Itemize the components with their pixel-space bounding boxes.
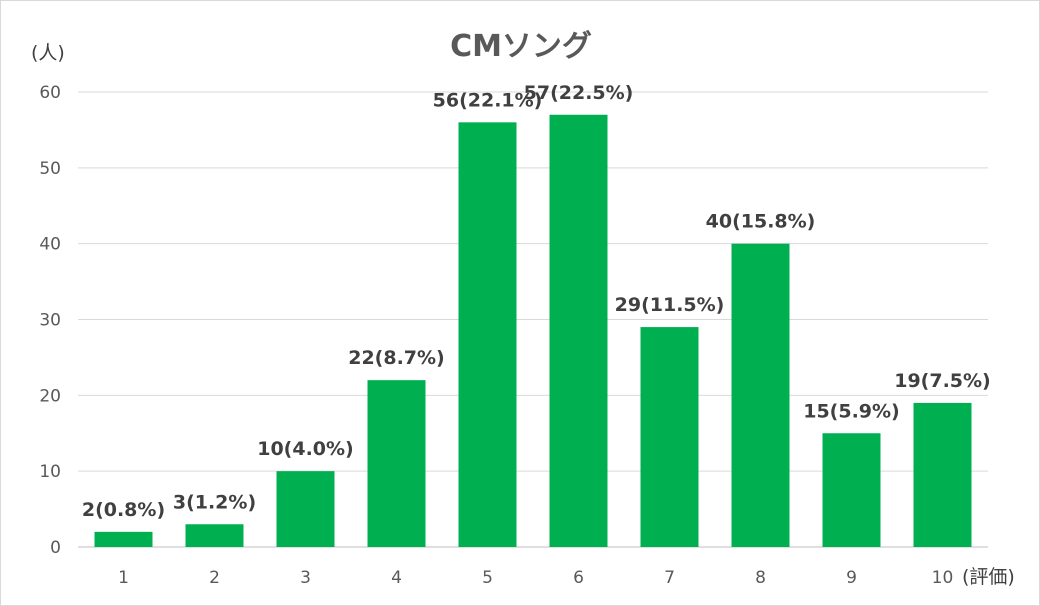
x-tick-label: 8 xyxy=(755,568,766,588)
bar-data-label: 57(22.5%) xyxy=(524,82,634,104)
bar-data-label: 3(1.2%) xyxy=(173,491,256,513)
bar xyxy=(731,243,790,547)
bar-data-label: 56(22.1%) xyxy=(433,89,543,111)
bar-data-label: 19(7.5%) xyxy=(894,370,991,392)
x-tick-label: 3 xyxy=(300,568,311,588)
bar xyxy=(185,524,244,547)
x-tick-label: 2 xyxy=(209,568,220,588)
bar xyxy=(94,531,153,547)
x-tick-label: 5 xyxy=(482,568,493,588)
y-tick-label: 60 xyxy=(39,83,61,103)
x-tick-label: 6 xyxy=(573,568,584,588)
bar-data-label: 29(11.5%) xyxy=(615,294,725,316)
bar xyxy=(367,380,426,547)
grid-layer xyxy=(78,91,988,548)
y-tick-label: 50 xyxy=(39,159,61,179)
bar-data-label: 2(0.8%) xyxy=(82,499,165,521)
bar xyxy=(913,402,972,547)
x-tick-label: 9 xyxy=(846,568,857,588)
y-tick-label: 0 xyxy=(50,538,61,558)
bar-data-label: 40(15.8%) xyxy=(706,211,816,233)
tick-layer: 0 10 20 30 40 50 60 1 2 3 4 5 6 7 8 9 10 xyxy=(39,83,953,588)
bar xyxy=(549,114,608,547)
bar-layer xyxy=(94,114,972,547)
x-axis-unit-label: (評価) xyxy=(962,566,1015,588)
x-tick-label: 4 xyxy=(391,568,402,588)
y-tick-label: 10 xyxy=(39,462,61,482)
y-tick-label: 30 xyxy=(39,311,61,331)
y-axis-unit-label: (人) xyxy=(31,42,65,64)
y-tick-label: 40 xyxy=(39,235,61,255)
x-tick-label: 10 xyxy=(932,568,954,588)
x-tick-label: 1 xyxy=(118,568,129,588)
bar xyxy=(822,433,881,547)
x-tick-label: 7 xyxy=(664,568,675,588)
bar xyxy=(640,327,699,547)
bar-data-label: 15(5.9%) xyxy=(803,400,900,422)
bar xyxy=(458,122,517,547)
y-tick-label: 20 xyxy=(39,386,61,406)
bar-data-label: 22(8.7%) xyxy=(348,347,445,369)
bar xyxy=(276,471,335,547)
chart-title: CMソング xyxy=(450,29,592,64)
bar-data-label: 10(4.0%) xyxy=(257,438,354,460)
label-layer: 2(0.8%) 3(1.2%) 10(4.0%) 22(8.7%) 56(22.1%)5… xyxy=(82,82,991,521)
